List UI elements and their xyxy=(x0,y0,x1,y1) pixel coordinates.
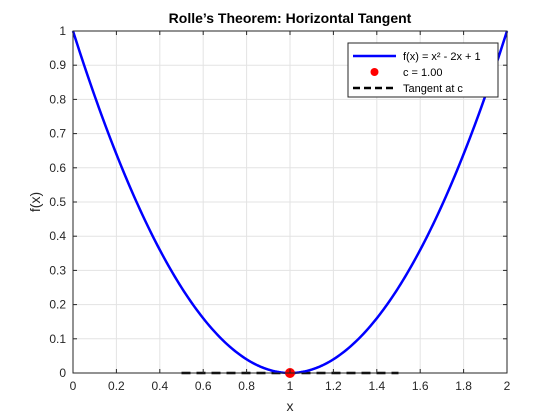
x-tick-label: 1.6 xyxy=(412,379,429,393)
legend: f(x) = x² - 2x + 1 c = 1.00 Tangent at c xyxy=(347,42,499,98)
y-tick-labels: 0 0.1 0.2 0.3 0.4 0.5 0.6 0.7 0.8 0.9 1 xyxy=(49,24,66,380)
x-tick-label: 1.4 xyxy=(368,379,385,393)
y-tick-label: 0.8 xyxy=(49,92,66,106)
x-tick-label: 1.8 xyxy=(455,379,472,393)
y-tick-label: 0.9 xyxy=(49,58,66,72)
x-tick-label: 1.2 xyxy=(325,379,342,393)
y-tick-label: 0.7 xyxy=(49,127,66,141)
x-tick-label: 0.6 xyxy=(195,379,212,393)
y-tick-label: 0.2 xyxy=(49,298,66,312)
grid-lines xyxy=(73,31,507,373)
x-tick-label: 2 xyxy=(504,379,511,393)
legend-label: c = 1.00 xyxy=(403,67,442,79)
legend-items: f(x) = x² - 2x + 1 c = 1.00 Tangent at c xyxy=(353,51,481,95)
x-tick-label: 0 xyxy=(70,379,77,393)
y-tick-label: 0.4 xyxy=(49,229,66,243)
x-tick-label: 1 xyxy=(287,379,294,393)
x-tick-labels: 0 0.2 0.4 0.6 0.8 1 1.2 1.4 1.6 1.8 2 xyxy=(70,379,511,393)
y-tick-label: 0 xyxy=(59,366,66,380)
y-tick-label: 0.5 xyxy=(49,195,66,209)
x-tick-label: 0.2 xyxy=(108,379,125,393)
x-axis-label: x xyxy=(287,398,294,414)
legend-label: Tangent at c xyxy=(403,83,463,95)
tick-marks xyxy=(72,30,508,374)
x-tick-label: 0.8 xyxy=(238,379,255,393)
chart-title: Rolle’s Theorem: Horizontal Tangent xyxy=(169,10,412,26)
legend-marker-swatch xyxy=(370,68,379,76)
y-tick-label: 1 xyxy=(59,24,66,38)
y-tick-label: 0.3 xyxy=(49,263,66,277)
y-tick-label: 0.1 xyxy=(49,332,66,346)
x-tick-label: 0.4 xyxy=(151,379,168,393)
y-axis-label: f(x) xyxy=(27,192,43,212)
legend-label: f(x) = x² - 2x + 1 xyxy=(403,51,481,63)
y-tick-label: 0.6 xyxy=(49,161,66,175)
